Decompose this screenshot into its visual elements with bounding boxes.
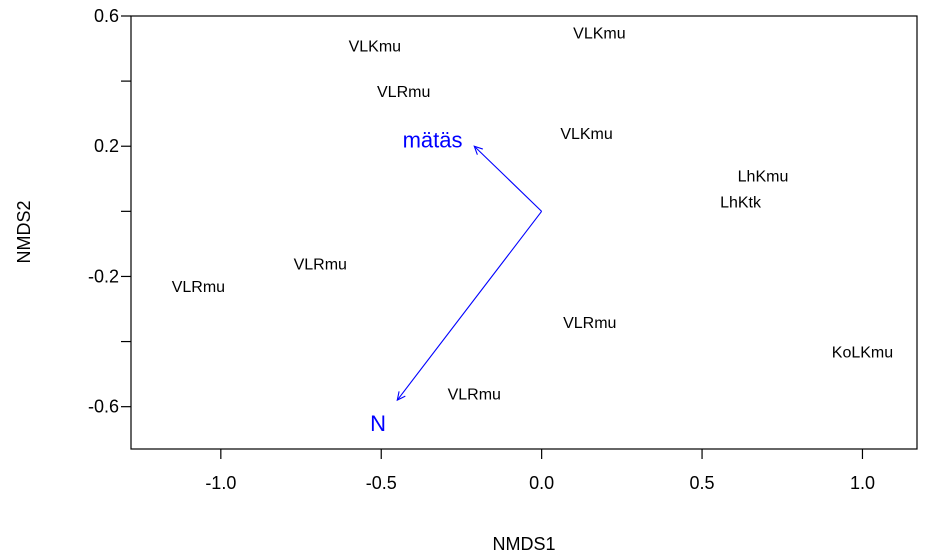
site-point-label: VLRmu: [377, 84, 430, 101]
vector-line: [396, 211, 543, 401]
site-point-label: VLKmu: [560, 126, 612, 143]
site-point-label: VLKmu: [573, 25, 625, 42]
vector-arrowhead: [473, 145, 483, 155]
vector-arrowhead: [396, 391, 406, 402]
y-tick-label: 0.2: [94, 136, 119, 156]
x-tick-label: 0.5: [690, 473, 715, 493]
x-tick-label: -1.0: [205, 473, 236, 493]
site-point-label: VLRmu: [448, 387, 501, 404]
vector-label: mätäs: [403, 128, 463, 153]
x-axis-ticks: -1.0 -0.5 0.0 0.5 1.0: [205, 449, 875, 493]
vector-label: N: [370, 411, 386, 436]
site-point-label: VLRmu: [294, 256, 347, 273]
y-tick-label: 0.6: [94, 6, 119, 26]
y-tick-label: -0.2: [88, 266, 119, 286]
site-point-label: LhKtk: [720, 195, 762, 212]
site-point-label: VLKmu: [349, 38, 401, 55]
y-tick-label: -0.6: [88, 397, 119, 417]
site-point-label: LhKmu: [738, 169, 789, 186]
x-tick-label: 0.0: [529, 473, 554, 493]
x-tick-label: 1.0: [850, 473, 875, 493]
plot-frame: [130, 15, 918, 450]
y-axis-title: NMDS2: [14, 200, 34, 263]
y-axis-ticks: 0.6 0.2 -0.2 -0.6: [88, 6, 131, 417]
site-labels: VLKmu VLKmu VLRmu VLKmu LhKmu LhKtk VLRmu VLRmu…: [172, 25, 893, 403]
x-axis-title: NMDS1: [492, 534, 555, 554]
site-point-label: KoLKmu: [832, 344, 893, 361]
site-point-label: VLRmu: [563, 315, 616, 332]
x-tick-label: -0.5: [366, 473, 397, 493]
environmental-vectors: mätäs N: [370, 128, 543, 436]
site-point-label: VLRmu: [172, 279, 225, 296]
vector-line: [473, 145, 543, 212]
